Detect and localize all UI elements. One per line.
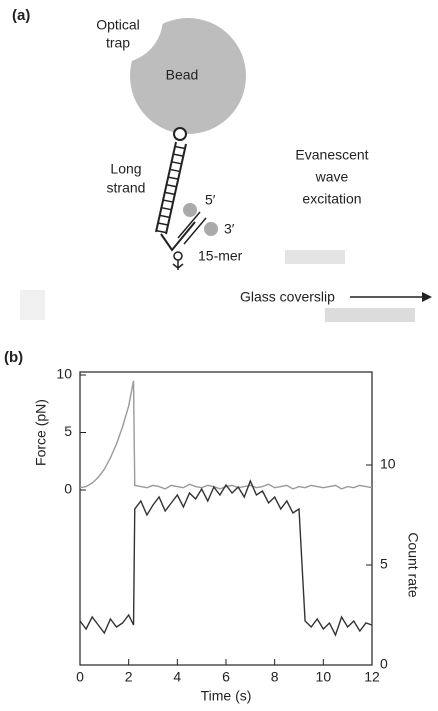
rung <box>164 191 175 196</box>
dye <box>183 203 197 217</box>
rungs <box>156 145 186 234</box>
y2-tick-label: 5 <box>380 556 388 572</box>
rung <box>162 199 174 203</box>
short-duplex <box>177 211 207 245</box>
panel-label: (b) <box>4 349 23 366</box>
anchor-stem <box>172 260 184 270</box>
rung <box>157 222 169 226</box>
label: trap <box>106 35 130 51</box>
y-tick-label: 0 <box>64 481 72 497</box>
rung <box>156 229 167 234</box>
label: 3′ <box>224 221 235 237</box>
shade <box>20 290 45 320</box>
anchor <box>173 251 183 261</box>
label: strand <box>107 180 146 196</box>
trap-cutout <box>73 0 163 63</box>
shade <box>285 250 345 264</box>
y-tick-label: 10 <box>56 366 72 382</box>
x-axis-label: Time (s) <box>201 688 252 704</box>
arrowhead <box>422 292 432 302</box>
rung <box>161 206 172 211</box>
rung <box>171 161 182 165</box>
bead <box>130 18 246 134</box>
attachment <box>173 127 187 141</box>
x-tick-label: 8 <box>271 669 279 685</box>
label: Evanescent <box>295 147 368 163</box>
label: excitation <box>302 191 361 207</box>
data-line <box>79 479 373 637</box>
bead-label: Bead <box>166 67 199 83</box>
panel-label: (a) <box>12 7 30 24</box>
rung <box>173 153 184 157</box>
y-tick-label: 5 <box>64 423 72 439</box>
label: 5′ <box>205 192 216 208</box>
y2-tick-label: 10 <box>380 456 396 472</box>
rung <box>169 168 181 173</box>
x-tick-label: 12 <box>364 669 380 685</box>
long-strand <box>155 141 187 235</box>
rung <box>159 214 170 219</box>
y-axis-label: Force (pN) <box>33 399 49 466</box>
shade <box>325 308 415 322</box>
short-strand <box>160 221 196 252</box>
x-tick-label: 4 <box>173 669 181 685</box>
label: Optical <box>96 17 140 33</box>
label: Long <box>110 161 141 177</box>
rung <box>166 184 177 188</box>
label: 15-mer <box>198 248 243 264</box>
x-tick-label: 10 <box>316 669 332 685</box>
y2-axis-label: Count rate <box>405 532 421 598</box>
y2-tick-label: 0 <box>380 656 388 672</box>
x-tick-label: 2 <box>125 669 133 685</box>
rung <box>168 176 179 180</box>
label: Glass coverslip <box>240 289 335 305</box>
dye <box>204 222 218 236</box>
data-line <box>79 380 373 490</box>
label: wave <box>315 169 349 185</box>
diagram <box>20 0 432 322</box>
x-tick-label: 6 <box>222 669 230 685</box>
x-tick-label: 0 <box>76 669 84 685</box>
rung <box>174 145 186 150</box>
